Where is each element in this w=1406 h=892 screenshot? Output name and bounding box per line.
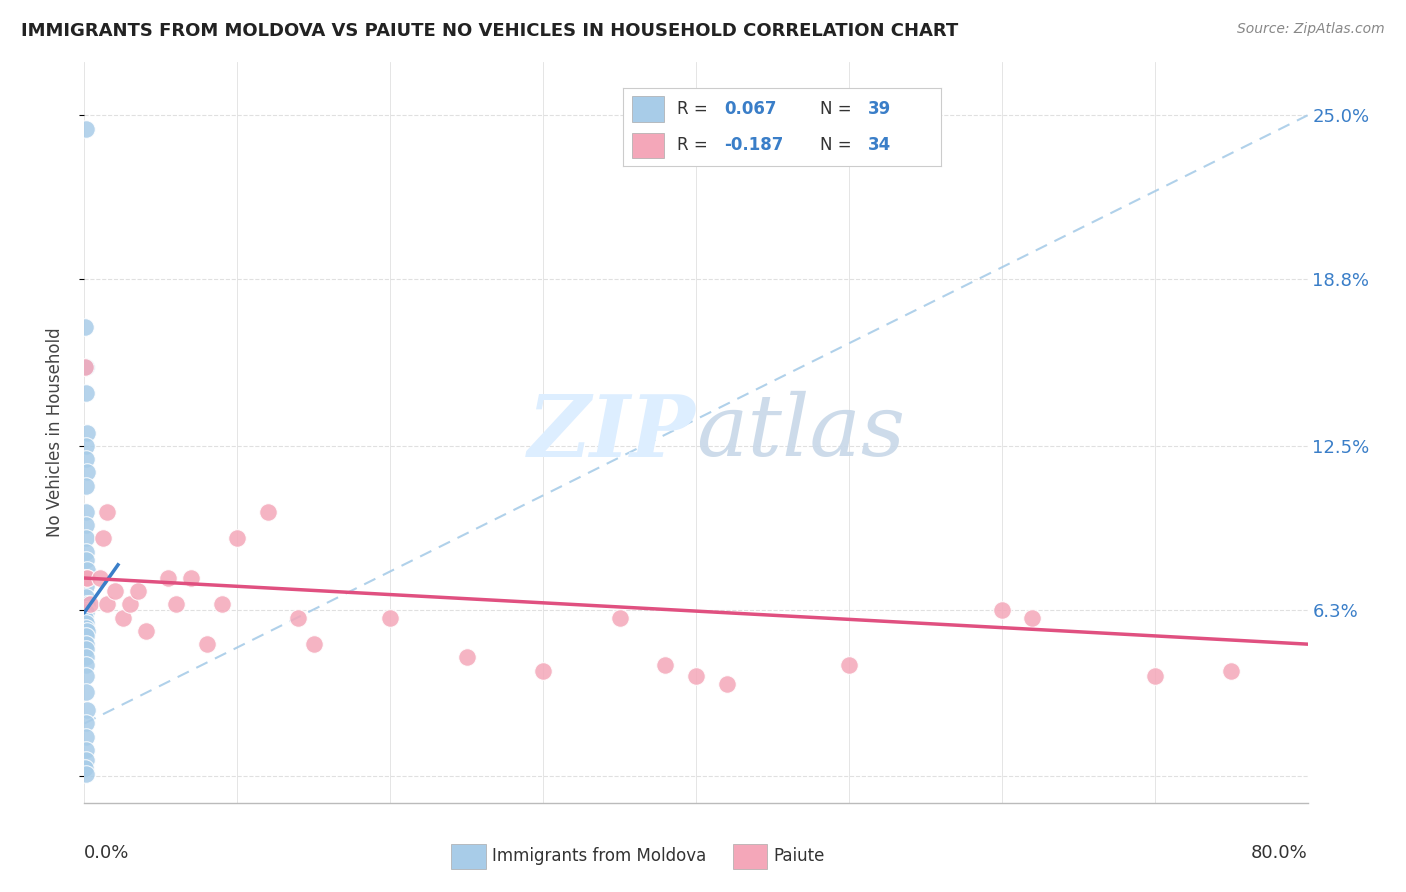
Point [75,359,97,374]
Point [91,532,114,546]
Point [75,629,97,643]
Point [609,611,631,625]
Point [120,598,142,612]
Point [75,439,97,453]
Point [226,532,249,546]
Point [456,650,478,665]
Point [79,598,101,612]
Point [104,584,127,599]
Point [76,563,98,577]
Point [75,621,97,635]
Point [75,386,97,401]
Text: Source: ZipAtlas.com: Source: ZipAtlas.com [1237,22,1385,37]
Text: atlas: atlas [696,392,905,474]
Point [96,598,118,612]
Point [75,505,97,519]
Point [75,642,97,657]
Point [75,606,97,620]
Point [111,611,134,625]
Y-axis label: No Vehicles in Household: No Vehicles in Household [45,327,63,538]
Point [531,664,554,678]
Point [211,598,233,612]
Point [302,637,325,651]
FancyBboxPatch shape [733,844,766,870]
Point [75,730,97,744]
Point [75,716,97,731]
Point [75,685,97,699]
Point [75,571,97,585]
Point [180,571,202,585]
Point [75,669,97,683]
Point [157,571,180,585]
Point [75,650,97,665]
Point [838,658,860,673]
Text: Paiute: Paiute [773,847,824,865]
Point [75,579,97,593]
Point [75,611,97,625]
Point [654,658,676,673]
Point [75,743,97,757]
Point [76,425,98,440]
Point [75,761,97,775]
Point [75,121,97,136]
Point [991,603,1014,617]
Point [685,669,707,683]
Point [76,703,98,717]
Point [89,571,111,585]
Point [75,658,97,673]
Point [716,677,738,691]
Point [75,637,97,651]
Point [75,552,97,566]
Point [76,624,98,638]
Point [76,465,98,479]
Point [165,598,187,612]
Point [75,754,97,768]
Point [75,590,97,604]
Text: Immigrants from Moldova: Immigrants from Moldova [492,847,706,865]
Point [75,478,97,492]
Point [76,598,98,612]
Point [75,766,97,780]
Point [380,611,402,625]
Point [75,603,97,617]
Point [96,505,118,519]
Text: 80.0%: 80.0% [1251,844,1308,862]
Point [75,452,97,467]
Point [127,584,149,599]
Point [287,611,309,625]
FancyBboxPatch shape [451,844,485,870]
Point [75,571,97,585]
Point [75,359,97,374]
Point [75,544,97,558]
Point [195,637,218,651]
Point [1220,664,1243,678]
Point [1143,669,1166,683]
Text: 0.0%: 0.0% [84,844,129,862]
Text: IMMIGRANTS FROM MOLDOVA VS PAIUTE NO VEHICLES IN HOUSEHOLD CORRELATION CHART: IMMIGRANTS FROM MOLDOVA VS PAIUTE NO VEH… [21,22,959,40]
Point [135,624,157,638]
Point [1021,611,1043,625]
Point [75,518,97,533]
Point [76,571,98,585]
Point [257,505,280,519]
Point [75,532,97,546]
Text: ZIP: ZIP [529,391,696,475]
Point [75,319,97,334]
Point [75,615,97,630]
